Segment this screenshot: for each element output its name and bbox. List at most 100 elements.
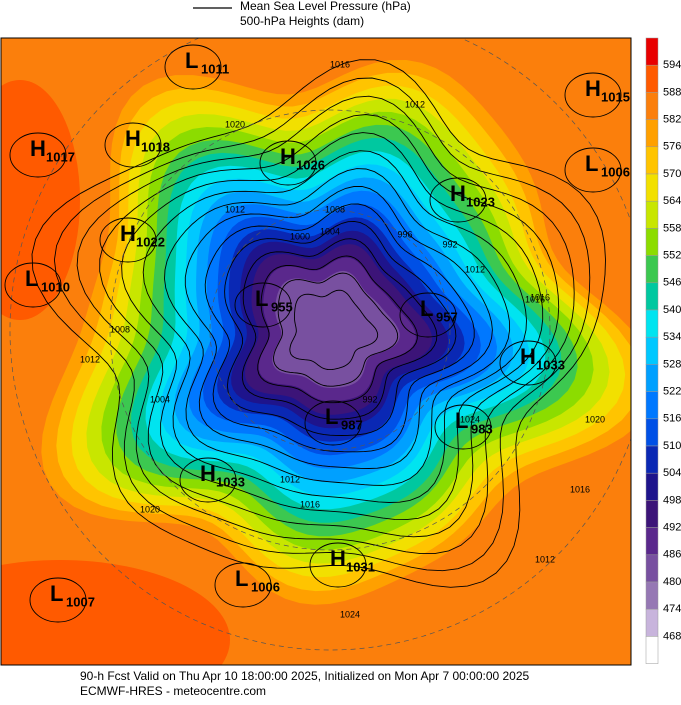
pressure-center-letter: L	[235, 566, 248, 591]
isobar	[499, 340, 557, 386]
isobar-label: 1024	[340, 609, 360, 619]
pressure-center-value: 1033	[536, 357, 565, 372]
map-frame	[0, 37, 632, 666]
colorbar-swatch	[645, 500, 659, 528]
colorbar-label: 540	[663, 304, 681, 316]
isobar	[31, 59, 606, 588]
pressure-center-value: 987	[341, 417, 363, 432]
pressure-center-letter: L	[255, 286, 268, 311]
isobar-label: 1004	[320, 226, 340, 236]
colorbar-swatch	[645, 282, 659, 311]
isobar	[289, 289, 379, 371]
colorbar-label: 480	[663, 576, 681, 588]
colorbar-label: 528	[663, 358, 681, 370]
isobar-label: 1016	[300, 499, 320, 509]
colorbar-swatch	[645, 146, 659, 175]
isobar-label: 992	[442, 239, 457, 249]
isobar-label: 1016	[525, 294, 545, 304]
isobar	[564, 147, 622, 193]
isobar-label: 1008	[110, 324, 130, 334]
isobar-label: 1016	[530, 292, 550, 302]
pressure-center-value: 1006	[601, 164, 630, 179]
isobar	[29, 577, 87, 623]
colorbar-label: 504	[663, 467, 681, 479]
isobar	[121, 132, 544, 521]
isobar-label: 1016	[570, 484, 590, 494]
isobar-label: 1004	[150, 394, 170, 404]
pressure-center-value: 1033	[216, 474, 245, 489]
pressure-center-letter: H	[330, 546, 346, 571]
colorbar-label: 468	[663, 630, 681, 642]
pressure-center-letter: L	[420, 296, 433, 321]
isobar	[257, 255, 418, 404]
isobar	[99, 114, 560, 538]
isobar	[429, 177, 487, 223]
footer-line1: 90-h Fcst Valid on Thu Apr 10 18:00:00 2…	[80, 669, 530, 683]
isobar-label: 1000	[290, 231, 310, 241]
isobar	[224, 220, 457, 436]
height-band	[272, 270, 400, 388]
isobar	[434, 404, 492, 450]
isobar	[53, 77, 591, 572]
isobar-label: 996	[397, 229, 412, 239]
pressure-center-letter: L	[50, 581, 63, 606]
pressure-center-value: 957	[436, 309, 458, 324]
latitude-circle	[209, 209, 451, 451]
pressure-center-value: 1031	[346, 559, 375, 574]
isobar-label: 1012	[465, 264, 485, 274]
colorbar-label: 534	[663, 331, 681, 343]
pressure-center-value: 955	[271, 299, 293, 314]
isobar	[273, 272, 399, 387]
isobar	[179, 457, 237, 503]
pressure-center-value: 1010	[41, 279, 70, 294]
colorbar-swatch	[645, 119, 659, 148]
colorbar-label: 594	[663, 59, 681, 71]
colorbar-label: 564	[663, 195, 681, 207]
isobar	[4, 262, 62, 308]
colorbar-swatch	[645, 554, 659, 583]
colorbar-label: 576	[663, 141, 681, 153]
colorbar-swatch	[645, 228, 659, 256]
colorbar-label: 492	[663, 522, 681, 534]
colorbar-label: 498	[663, 494, 681, 506]
pressure-center-value: 1007	[66, 594, 95, 609]
pressure-center-value: 1018	[141, 139, 170, 154]
isobar	[142, 150, 527, 503]
isobar	[76, 95, 575, 555]
pressure-center-letter: H	[280, 144, 296, 169]
isobar	[304, 400, 362, 446]
pressure-center-value: 983	[471, 421, 493, 436]
isobar-label: 1012	[280, 474, 300, 484]
isobar	[9, 132, 67, 178]
isobar-label: 1020	[140, 504, 160, 514]
colorbar-swatch	[645, 608, 659, 637]
colorbar-label: 552	[663, 250, 681, 262]
isobar-label: 1016	[330, 59, 350, 69]
isobar	[214, 562, 272, 608]
colorbar-swatch	[645, 581, 659, 610]
pressure-center-letter: L	[185, 48, 198, 73]
colorbar-swatch	[645, 636, 659, 664]
pressure-center-value: 1006	[251, 579, 280, 594]
colorbar-swatch	[645, 200, 659, 229]
colorbar-swatch	[645, 445, 659, 474]
isobar	[204, 203, 475, 453]
pressure-center-value: 1015	[601, 89, 630, 104]
pressure-center-value: 1026	[296, 157, 325, 172]
isobar-label: 1012	[405, 99, 425, 109]
isobar	[164, 44, 222, 90]
isobar-label: 1024	[460, 414, 480, 424]
isobar	[564, 72, 622, 118]
colorbar-swatch	[645, 391, 659, 420]
legend-fill-label: 500-hPa Heights (dam)	[240, 14, 364, 28]
isobar	[184, 186, 493, 469]
pressure-center-letter: H	[120, 221, 136, 246]
pressure-center-value: 1017	[46, 149, 75, 164]
colorbar-label: 588	[663, 86, 681, 98]
colorbar-swatch	[645, 37, 659, 66]
isobar-label: 1008	[325, 204, 345, 214]
colorbar-label: 510	[663, 440, 681, 452]
isobar	[399, 292, 457, 338]
colorbar-swatch	[645, 527, 659, 556]
pressure-center-letter: H	[30, 136, 46, 161]
